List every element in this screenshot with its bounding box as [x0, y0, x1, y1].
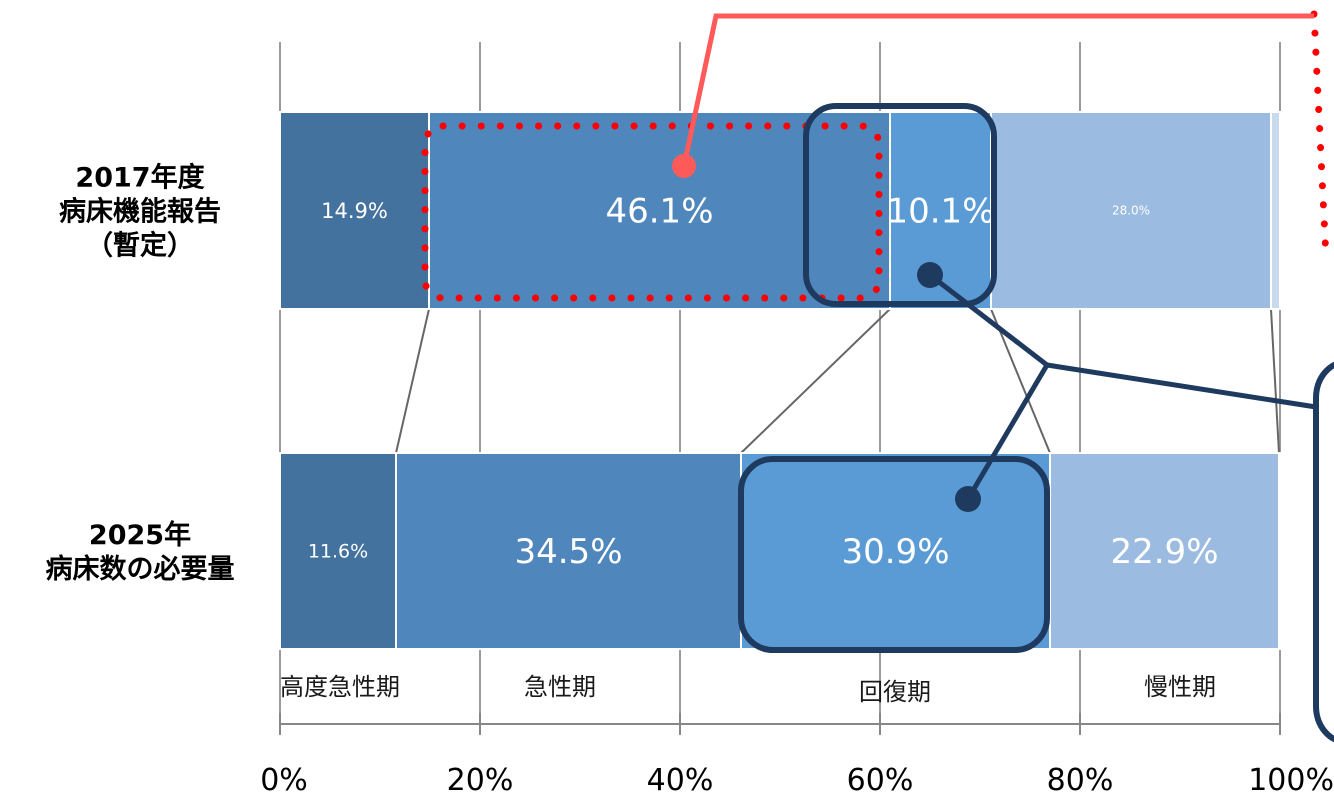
row-label: 病床数の必要量	[46, 553, 235, 585]
connector-line	[1270, 308, 1280, 454]
bar-value-label: 14.9%	[321, 199, 388, 223]
bar-segment	[740, 452, 1051, 650]
bar-value-label: 46.1%	[605, 191, 713, 231]
bar-segment	[395, 452, 742, 650]
red-dotted-highlight	[421, 122, 883, 302]
category-label: 慢性期	[1144, 673, 1216, 701]
navy-highlight-2025	[738, 456, 1050, 653]
bar-value-label: 34.5%	[514, 532, 622, 572]
connector-line	[990, 308, 1051, 454]
navy-highlight-2017	[803, 103, 997, 307]
x-tick-label: 60%	[847, 763, 914, 798]
bar-value-label: 10.1%	[886, 191, 994, 231]
bar-segment	[428, 111, 891, 310]
connector-line	[740, 308, 891, 454]
row-label: 2025年	[89, 519, 191, 551]
bars	[279, 111, 1281, 650]
red-callout-dot	[672, 154, 696, 178]
red-callout-line	[681, 13, 1314, 167]
x-tick-label: 80%	[1047, 763, 1114, 798]
bar-segment	[990, 111, 1272, 310]
bar-segment-remainder	[1278, 452, 1281, 650]
category-label: 高度急性期	[280, 673, 400, 701]
bar-segment	[279, 452, 397, 650]
navy-callout-dot	[955, 486, 981, 512]
x-tick-label: 100%	[1248, 763, 1334, 798]
navy-callout-line	[1046, 362, 1317, 410]
bar-value-labels: 14.9% 46.1% 10.1% 28.0% 11.6% 34.5% 30.9% 22.9%	[308, 191, 1219, 572]
bar-segment-remainder	[1270, 111, 1281, 310]
row-label: （暫定）	[86, 230, 194, 262]
navy-callout-line	[928, 273, 1049, 367]
row-label: 病床機能報告	[59, 196, 221, 228]
x-tick-label: 40%	[647, 763, 714, 798]
navy-callout-box	[1313, 361, 1334, 743]
bar-value-label: 28.0%	[1112, 204, 1150, 218]
connector-line	[395, 308, 430, 454]
category-label: 回復期	[859, 678, 931, 706]
bar-segment	[1049, 452, 1280, 650]
callout-annotations	[421, 10, 1334, 743]
x-axis: 0% 20% 40% 60% 80% 100%	[260, 713, 1334, 798]
bar-value-label: 22.9%	[1110, 532, 1218, 572]
x-tick-label: 0%	[260, 763, 308, 798]
bar-value-label: 30.9%	[841, 532, 949, 572]
row-label: 2017年度	[75, 162, 204, 194]
gridlines	[279, 42, 1281, 713]
bar-segment	[279, 111, 430, 310]
category-labels: 高度急性期 急性期 回復期 慢性期	[280, 673, 1216, 706]
navy-callout-dot	[917, 262, 943, 288]
category-label: 急性期	[524, 673, 596, 701]
navy-callout-line	[965, 363, 1050, 501]
red-dotted-leader	[1310, 10, 1330, 262]
connector-lines	[395, 308, 1280, 454]
bar-value-label: 11.6%	[308, 541, 368, 563]
x-tick-label: 20%	[447, 763, 514, 798]
